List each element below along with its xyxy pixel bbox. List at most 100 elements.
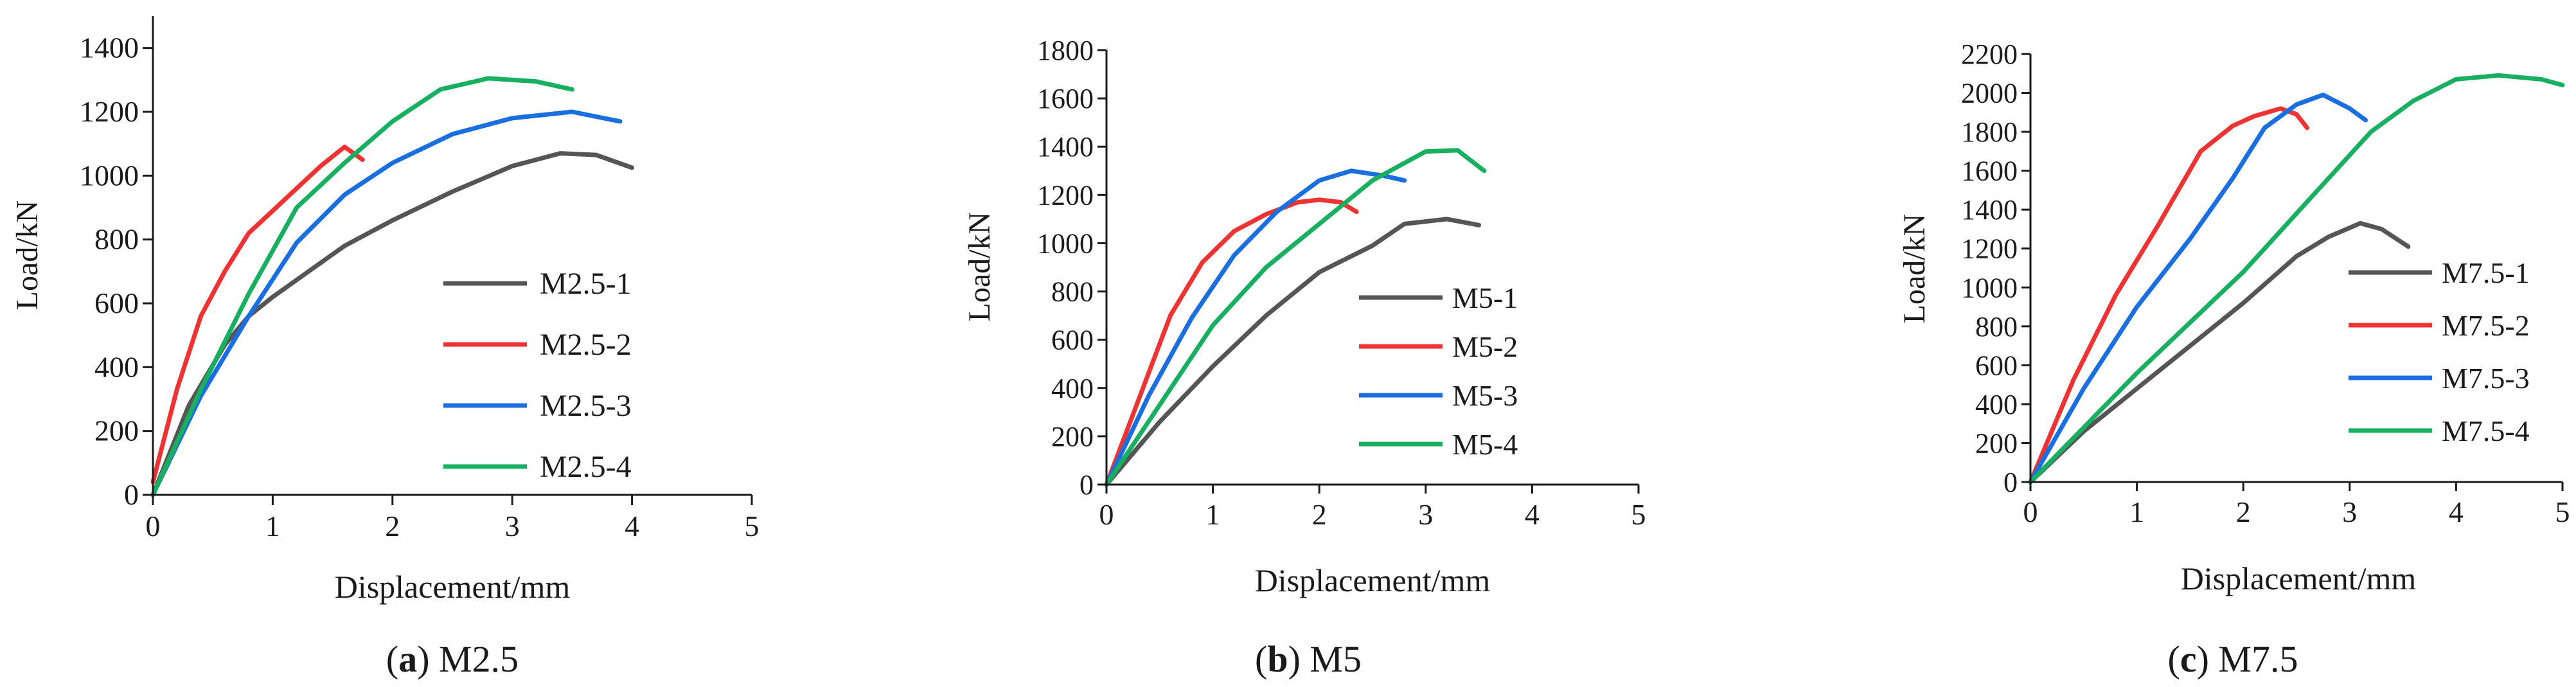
panel-caption-c: (c) M7.5 bbox=[2168, 638, 2298, 680]
x-tick-label: 1 bbox=[1205, 498, 1220, 531]
caption-text-c: M7.5 bbox=[2218, 638, 2298, 680]
caption-letter-b: b bbox=[1267, 638, 1288, 680]
x-axis-label-c: Displacement/mm bbox=[2181, 560, 2417, 596]
legend-label: M7.5-2 bbox=[2442, 309, 2530, 342]
y-tick-label: 0 bbox=[124, 478, 139, 511]
y-tick-label: 1600 bbox=[1961, 156, 2018, 187]
y-tick-label: 0 bbox=[2003, 467, 2018, 498]
y-ticks-c: 0 200 400 600 800 1000 1200 1400 1600 1800 2000 220… bbox=[1961, 39, 2030, 498]
x-ticks-c: 0 1 2 3 4 5 bbox=[2023, 482, 2570, 528]
x-tick-label: 0 bbox=[2023, 495, 2038, 528]
y-tick-label: 1200 bbox=[80, 95, 139, 128]
x-tick-label: 3 bbox=[1418, 498, 1433, 531]
series-line-M5-4 bbox=[1104, 148, 1487, 487]
x-tick-label: 5 bbox=[2555, 495, 2570, 528]
series-line-M2.5-2 bbox=[150, 145, 365, 485]
legend-label: M2.5-3 bbox=[540, 389, 632, 423]
series-line-M7.5-2 bbox=[2028, 106, 2310, 485]
y-tick-label: 1000 bbox=[80, 159, 139, 192]
y-tick-label: 400 bbox=[1975, 389, 2018, 420]
y-tick-label: 800 bbox=[1975, 311, 2018, 343]
legend-label: M5-4 bbox=[1452, 428, 1518, 461]
y-tick-label: 2200 bbox=[1961, 39, 2018, 70]
series-line-M5-3 bbox=[1104, 168, 1407, 487]
y-tick-label: 0 bbox=[1079, 469, 1094, 501]
legend-label: M7.5-3 bbox=[2442, 362, 2530, 395]
y-tick-label: 1200 bbox=[1037, 179, 1094, 211]
legend-label: M5-3 bbox=[1452, 379, 1518, 412]
legend-a: M2.5-1 M2.5-2 M2.5-3 M2.5-4 bbox=[443, 267, 632, 484]
x-ticks-b: 0 1 2 3 4 5 bbox=[1099, 485, 1646, 531]
legend-c: M7.5-1 M7.5-2 M7.5-3 M7.5-4 bbox=[2349, 256, 2530, 447]
y-tick-label: 800 bbox=[1051, 276, 1094, 308]
panel-caption-a: (a) M2.5 bbox=[386, 638, 519, 680]
legend-label: M7.5-1 bbox=[2442, 256, 2530, 289]
x-tick-label: 3 bbox=[2342, 495, 2357, 528]
y-tick-label: 600 bbox=[94, 287, 139, 319]
series-line-M7.5-3 bbox=[2028, 93, 2368, 485]
y-tick-label: 600 bbox=[1975, 350, 2018, 381]
y-tick-label: 400 bbox=[94, 350, 139, 383]
series-line-M7.5-1 bbox=[2028, 220, 2411, 485]
panel-caption-b: (b) M5 bbox=[1255, 638, 1362, 680]
plot-area-a bbox=[150, 76, 635, 497]
y-tick-label: 400 bbox=[1051, 373, 1094, 404]
x-ticks-a: 0 1 2 3 4 5 bbox=[146, 495, 759, 542]
x-tick-label: 0 bbox=[1099, 498, 1114, 531]
y-tick-label: 1600 bbox=[1037, 83, 1094, 114]
y-axis-label-a: Load/kN bbox=[10, 201, 44, 310]
x-axis-label-b: Displacement/mm bbox=[1255, 562, 1491, 598]
chart-panel-c: 0 1 2 3 4 5 0 200 400 600 800 1000 1200 1400 1600 1800… bbox=[1897, 39, 2570, 680]
y-tick-label: 1400 bbox=[1037, 131, 1094, 163]
x-tick-label: 4 bbox=[2449, 495, 2464, 528]
x-tick-label: 2 bbox=[385, 510, 400, 542]
plot-area-b bbox=[1104, 148, 1487, 487]
series-line-M7.5-4 bbox=[2028, 73, 2565, 485]
x-tick-label: 3 bbox=[505, 510, 520, 542]
y-tick-label: 800 bbox=[94, 223, 139, 256]
y-tick-label: 1400 bbox=[80, 31, 139, 64]
x-tick-label: 1 bbox=[265, 510, 280, 542]
y-tick-label: 1800 bbox=[1961, 116, 2018, 148]
y-tick-label: 600 bbox=[1051, 325, 1094, 356]
y-tick-label: 1800 bbox=[1037, 35, 1094, 66]
series-line-M5-1 bbox=[1104, 217, 1482, 487]
legend-label: M2.5-1 bbox=[540, 267, 632, 301]
legend-label: M2.5-2 bbox=[540, 328, 632, 362]
chart-panel-a: 0 1 2 3 4 5 0 200 400 600 800 1000 1200 1400 Load/kN… bbox=[10, 16, 759, 680]
x-tick-label: 4 bbox=[1525, 498, 1540, 531]
y-tick-label: 2000 bbox=[1961, 78, 2018, 109]
series-line-M2.5-1 bbox=[150, 151, 635, 497]
plot-area-c bbox=[2028, 73, 2565, 485]
y-axis-label-c: Load/kN bbox=[1897, 214, 1932, 324]
y-tick-label: 1200 bbox=[1961, 233, 2018, 265]
series-line-M2.5-4 bbox=[150, 76, 574, 497]
legend-label: M7.5-4 bbox=[2442, 415, 2530, 447]
caption-text-b: M5 bbox=[1310, 638, 1362, 680]
x-tick-label: 1 bbox=[2129, 495, 2144, 528]
y-axis-label-b: Load/kN bbox=[963, 212, 997, 322]
x-tick-label: 2 bbox=[1312, 498, 1327, 531]
y-tick-label: 200 bbox=[1051, 421, 1094, 452]
y-tick-label: 200 bbox=[94, 415, 139, 447]
legend-b: M5-1 M5-2 M5-3 M5-4 bbox=[1359, 281, 1518, 461]
y-tick-label: 200 bbox=[1975, 427, 2018, 459]
legend-label: M5-2 bbox=[1452, 330, 1518, 363]
legend-label: M5-1 bbox=[1452, 281, 1518, 314]
x-tick-label: 2 bbox=[2236, 495, 2251, 528]
y-tick-label: 1400 bbox=[1961, 194, 2018, 226]
y-tick-label: 1000 bbox=[1037, 228, 1094, 259]
caption-letter-a: a bbox=[398, 638, 417, 680]
x-tick-label: 5 bbox=[745, 510, 759, 542]
x-tick-label: 5 bbox=[1631, 498, 1646, 531]
x-tick-label: 0 bbox=[146, 510, 161, 542]
x-axis-label-a: Displacement/mm bbox=[335, 569, 571, 605]
x-tick-label: 4 bbox=[625, 510, 639, 542]
series-line-M2.5-3 bbox=[150, 109, 623, 497]
y-ticks-a: 0 200 400 600 800 1000 1200 1400 bbox=[80, 31, 153, 511]
series-line-M5-2 bbox=[1104, 197, 1359, 487]
caption-text-a: M2.5 bbox=[439, 638, 519, 680]
legend-label: M2.5-4 bbox=[540, 450, 632, 484]
y-tick-label: 1000 bbox=[1961, 272, 2018, 303]
